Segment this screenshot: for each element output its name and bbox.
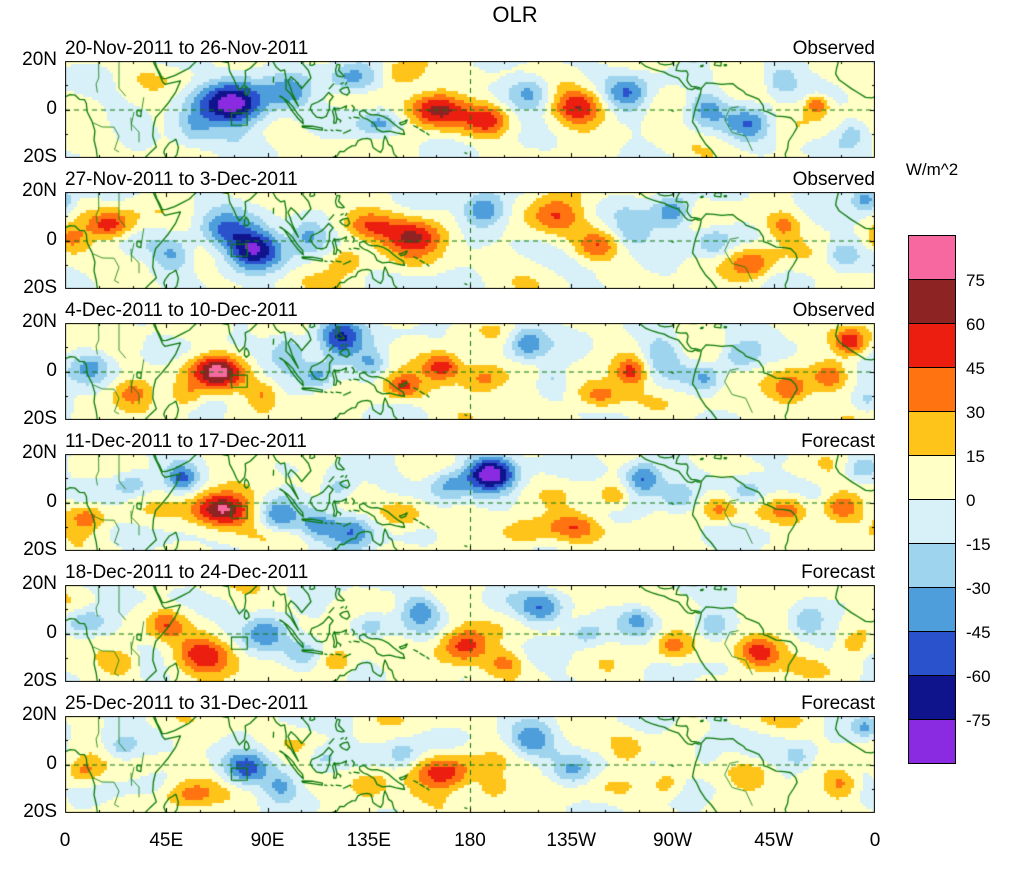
panel-period-label: 11-Dec-2011 to 17-Dec-2011 [65,431,307,452]
map-canvas-panel-1 [65,61,875,158]
y-axis-label: 20N [22,311,57,332]
colorbar-tick-label: 45 [966,359,985,378]
map-canvas-panel-2 [65,192,875,289]
colorbar-cell [908,235,956,280]
panel-header: 4-Dec-2011 to 10-Dec-2011 Observed [65,298,875,323]
colorbar-units-label: W/m^2 [905,160,959,179]
y-axis-label: 20S [23,277,57,298]
panel-source-label: Forecast [801,562,875,583]
panel-period-label: 25-Dec-2011 to 31-Dec-2011 [65,693,309,714]
y-axis-label: 20S [23,539,57,560]
y-axis-label: 0 [46,622,57,643]
colorbar-tick-label: -15 [966,535,991,554]
colorbar-cell [908,587,956,632]
panel-period-label: 20-Nov-2011 to 26-Nov-2011 [65,38,309,59]
map-canvas-panel-4 [65,454,875,551]
map-canvas-panel-5 [65,585,875,682]
colorbar-tick-label: 60 [966,315,985,334]
colorbar-cell [908,719,956,764]
x-axis-tick-label: 45E [149,830,184,851]
panel-header: 25-Dec-2011 to 31-Dec-2011 Forecast [65,691,875,716]
x-axis-tick-label: 180 [454,830,486,851]
panel-header: 27-Nov-2011 to 3-Dec-2011 Observed [65,167,875,192]
panel-source-label: Observed [792,38,875,59]
x-axis-tick-label: 90W [652,830,693,851]
panels-container: 20-Nov-2011 to 26-Nov-2011 Observed 20N 0 20… [22,36,875,822]
x-axis-tick-label: 0 [59,830,71,851]
colorbar-cell [908,411,956,456]
colorbar-cell [908,499,956,544]
x-axis: 0 45E 90E 135E 180 135W 90W 45W 0 [60,830,881,856]
colorbar-cell [908,367,956,412]
panel-period-label: 27-Nov-2011 to 3-Dec-2011 [65,169,298,190]
y-axis-label: 0 [46,360,57,381]
x-axis-tick-label: 0 [869,830,881,851]
y-axis-label: 20N [22,49,57,70]
y-axis-label: 0 [46,753,57,774]
colorbar-cell [908,455,956,500]
x-axis-tick-label: 135W [546,830,597,851]
y-axis-label: 0 [46,98,57,119]
panel-3: 4-Dec-2011 to 10-Dec-2011 Observed 20N 0 20S [22,298,875,429]
panel-5: 18-Dec-2011 to 24-Dec-2011 Forecast 20N 0 20… [22,560,875,691]
x-axis-tick-label: 90E [250,830,285,851]
panel-header: 20-Nov-2011 to 26-Nov-2011 Observed [65,36,875,61]
panel-source-label: Observed [792,169,875,190]
panel-4: 11-Dec-2011 to 17-Dec-2011 Forecast 20N 0 20… [22,429,875,560]
colorbar-tick-label: 75 [966,271,985,290]
panel-period-label: 18-Dec-2011 to 24-Dec-2011 [65,562,309,583]
y-axis-label: 20S [23,801,57,822]
colorbar: 75 60 45 30 15 0 -15 -30 -45 -60 -75 [908,235,991,764]
y-axis-label: 20N [22,573,57,594]
y-axis-label: 20N [22,180,57,201]
y-axis-label: 0 [46,229,57,250]
x-axis-tick-label: 45W [754,830,794,851]
panel-1: 20-Nov-2011 to 26-Nov-2011 Observed 20N 0 20… [22,36,875,167]
colorbar-cell [908,323,956,368]
colorbar-tick-label: -75 [966,711,991,730]
colorbar-tick-label: -45 [966,623,991,642]
panel-source-label: Observed [792,300,875,321]
y-axis-label: 0 [46,491,57,512]
panel-source-label: Forecast [801,431,875,452]
colorbar-tick-label: 0 [966,491,976,510]
map-canvas-panel-6 [65,716,875,813]
y-axis-label: 20S [23,408,57,429]
colorbar-tick-label: -30 [966,579,991,598]
x-axis-tick-label: 135E [346,830,391,851]
colorbar-tick-label: -60 [966,667,991,686]
colorbar-cell [908,279,956,324]
colorbar-cell [908,631,956,676]
y-axis-label: 20N [22,442,57,463]
map-canvas-panel-3 [65,323,875,420]
panel-header: 11-Dec-2011 to 17-Dec-2011 Forecast [65,429,875,454]
panel-source-label: Forecast [801,693,875,714]
colorbar-tick-label: 15 [966,447,985,466]
colorbar-tick-label: 30 [966,403,985,422]
panel-6: 25-Dec-2011 to 31-Dec-2011 Forecast 20N 0 20… [22,691,875,822]
panel-2: 27-Nov-2011 to 3-Dec-2011 Observed 20N 0 20S [22,167,875,298]
colorbar-cell [908,543,956,588]
y-axis-label: 20S [23,146,57,167]
panel-period-label: 4-Dec-2011 to 10-Dec-2011 [65,300,298,321]
colorbar-cell [908,675,956,720]
panel-header: 18-Dec-2011 to 24-Dec-2011 Forecast [65,560,875,585]
y-axis-label: 20N [22,704,57,725]
figure-title: OLR [492,2,538,27]
y-axis-label: 20S [23,670,57,691]
